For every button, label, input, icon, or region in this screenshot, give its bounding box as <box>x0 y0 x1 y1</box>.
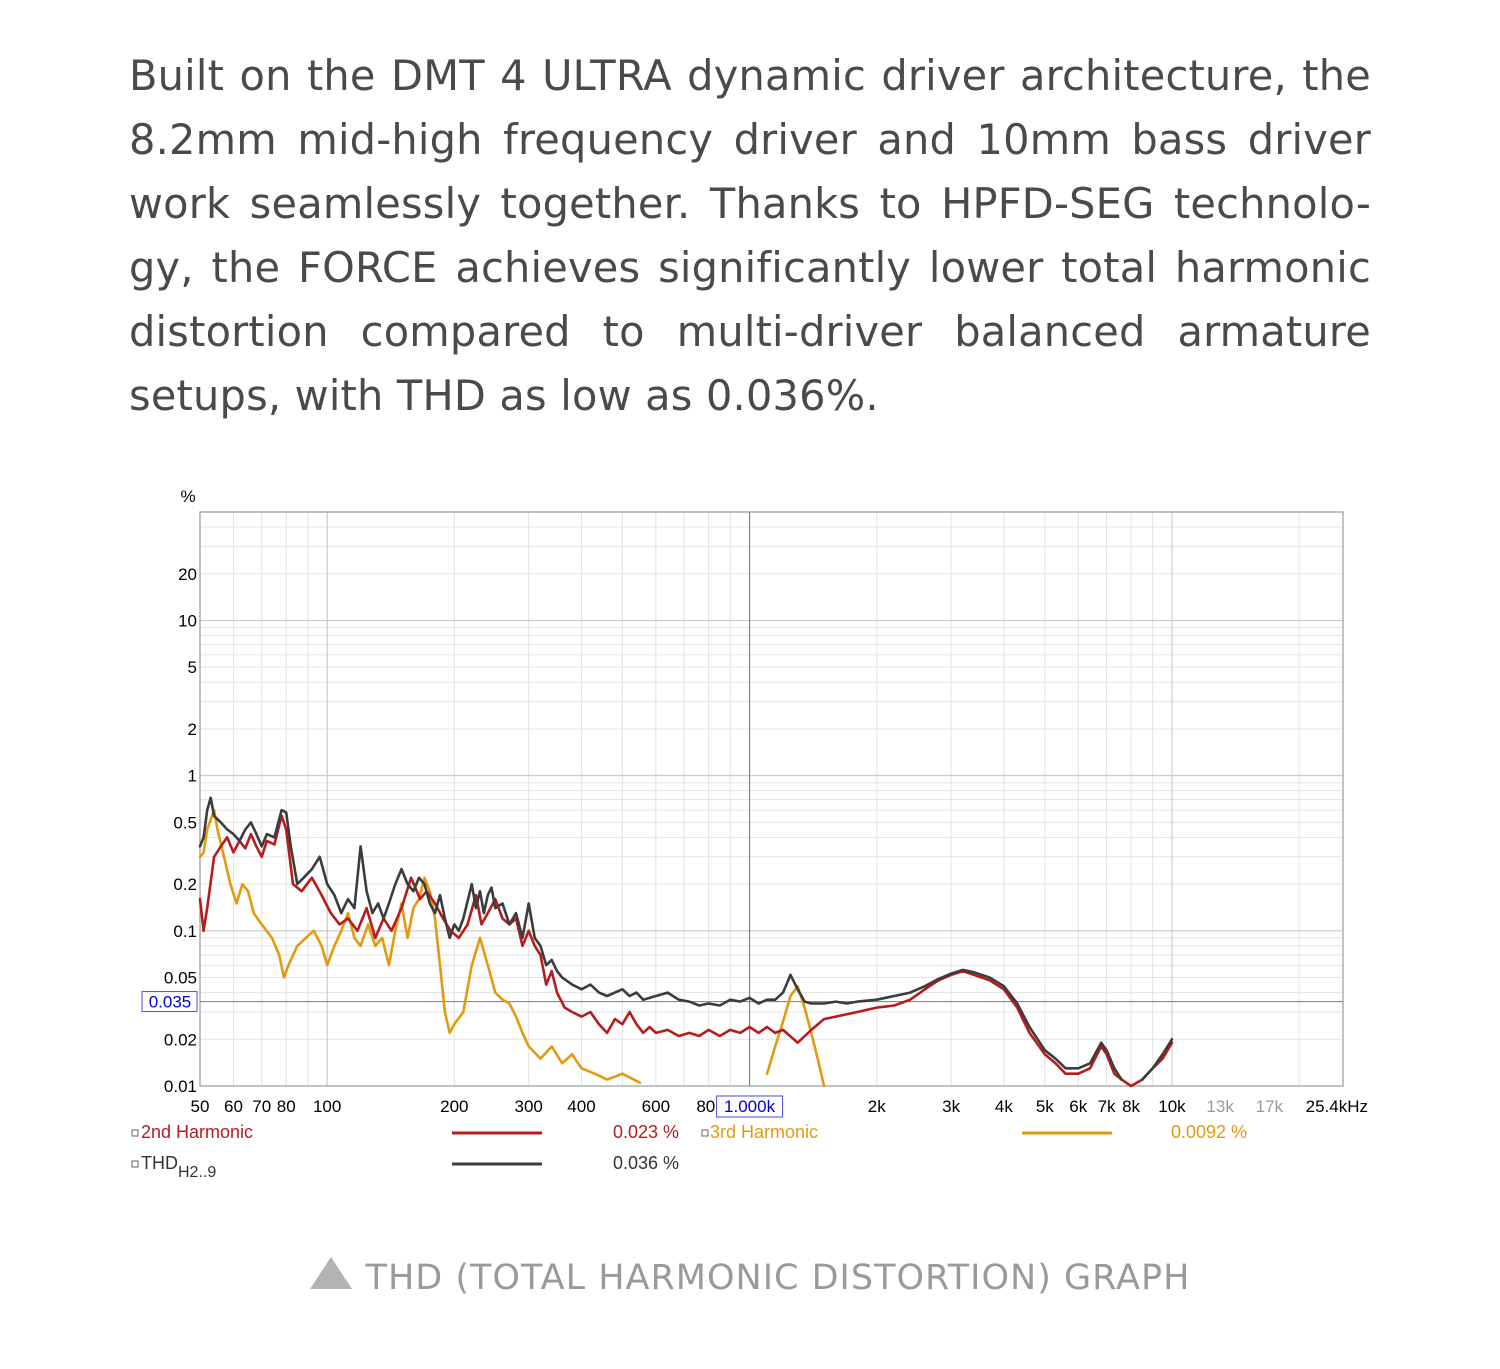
y-tick-label: 20 <box>178 565 197 584</box>
y-tick-label: 10 <box>178 611 197 630</box>
cursor-x-readout-box <box>716 1095 784 1118</box>
y-axis-unit-label: % <box>180 487 195 506</box>
intro-paragraph: Built on the DMT 4 ULTRA dynamic driver … <box>129 51 1371 420</box>
x-tick-label: 6k <box>1069 1097 1087 1116</box>
x-tick-label: 7k <box>1098 1097 1116 1116</box>
x-tick-label: 8k <box>1122 1097 1140 1116</box>
legend-checkbox-icon <box>131 1129 139 1137</box>
y-tick-label: 0.5 <box>173 813 197 832</box>
cursor-y-readout-box <box>141 991 198 1013</box>
series-line-1 <box>198 814 1174 1088</box>
legend-checkbox-icon <box>131 1160 139 1168</box>
y-tick-label: 0.05 <box>164 969 197 988</box>
x-tick-label: 3k <box>942 1097 960 1116</box>
legend-label-2: 3rd Harmonic <box>710 1122 818 1142</box>
y-axis-ticks: 20 10 5 2 1 0.5 0.2 0.1 0.05 0.02 0.01 <box>164 565 197 1096</box>
legend-readout-2: 0.0092 % <box>1171 1122 1247 1142</box>
triangle-up-icon <box>309 1257 352 1289</box>
x-tick-label: 13k <box>1206 1097 1234 1116</box>
legend-readout-3: 0.036 % <box>613 1153 679 1173</box>
x-tick-label: 400 <box>567 1097 595 1116</box>
series-line-2 <box>198 808 826 1088</box>
y-tick-label: 0.01 <box>164 1077 197 1096</box>
x-tick-label: 100 <box>313 1097 341 1116</box>
legend: 2nd Harmonic 0.023 % 3rd Harmonic 0.0092 % T… <box>131 1122 1247 1181</box>
x-tick-label: 300 <box>515 1097 543 1116</box>
x-tick-label: 25.4kHz <box>1306 1097 1368 1116</box>
caption-text: THD (TOTAL HARMONIC DISTORTION) GRAPH <box>365 1258 1191 1298</box>
thd-chart: 20 10 5 2 1 0.5 0.2 0.1 0.05 0.02 0.01 50 60 70 80 100… <box>131 487 1368 1181</box>
x-tick-label: 60 <box>224 1097 243 1116</box>
x-tick-label: 4k <box>995 1097 1013 1116</box>
x-tick-label: 10k <box>1158 1097 1186 1116</box>
legend-readout-1: 0.023 % <box>613 1122 679 1142</box>
x-tick-label: 80 <box>277 1097 296 1116</box>
x-tick-label: 2k <box>868 1097 886 1116</box>
chart-caption: THD (TOTAL HARMONIC DISTORTION) GRAPH <box>0 1257 1500 1298</box>
legend-label-3: THDH2..9 <box>141 1153 216 1181</box>
y-tick-label: 0.02 <box>164 1030 197 1049</box>
legend-label-1: 2nd Harmonic <box>141 1122 253 1142</box>
legend-checkbox-icon <box>701 1129 709 1137</box>
legend-label-subscript: H2..9 <box>178 1164 216 1181</box>
x-tick-label: 600 <box>642 1097 670 1116</box>
y-tick-label: 5 <box>188 658 197 677</box>
y-tick-label: 2 <box>188 720 197 739</box>
x-tick-label: 80( <box>696 1097 721 1116</box>
y-tick-label: 0.2 <box>173 875 197 894</box>
series-line-3 <box>198 796 1174 1081</box>
cursor-y-readout: 0.035 <box>149 993 192 1012</box>
x-tick-label: 200 <box>440 1097 468 1116</box>
x-axis-ticks: 50 60 70 80 100 200 300 400 600 80( 2k 3k 4k 5k 6k 7k 8k… <box>191 1097 1368 1116</box>
x-tick-label: 70 <box>252 1097 271 1116</box>
cursor-readout[interactable]: 0.035 1.000k <box>141 512 1343 1118</box>
x-tick-label: 50 <box>191 1097 210 1116</box>
x-tick-label: 5k <box>1036 1097 1054 1116</box>
cursor-x-readout: 1.000k <box>724 1097 776 1116</box>
series-lines <box>198 796 1174 1088</box>
y-tick-label: 1 <box>188 767 197 786</box>
y-tick-label: 0.1 <box>173 922 197 941</box>
x-tick-label: 17k <box>1256 1097 1284 1116</box>
plot-frame <box>199 511 1344 1087</box>
